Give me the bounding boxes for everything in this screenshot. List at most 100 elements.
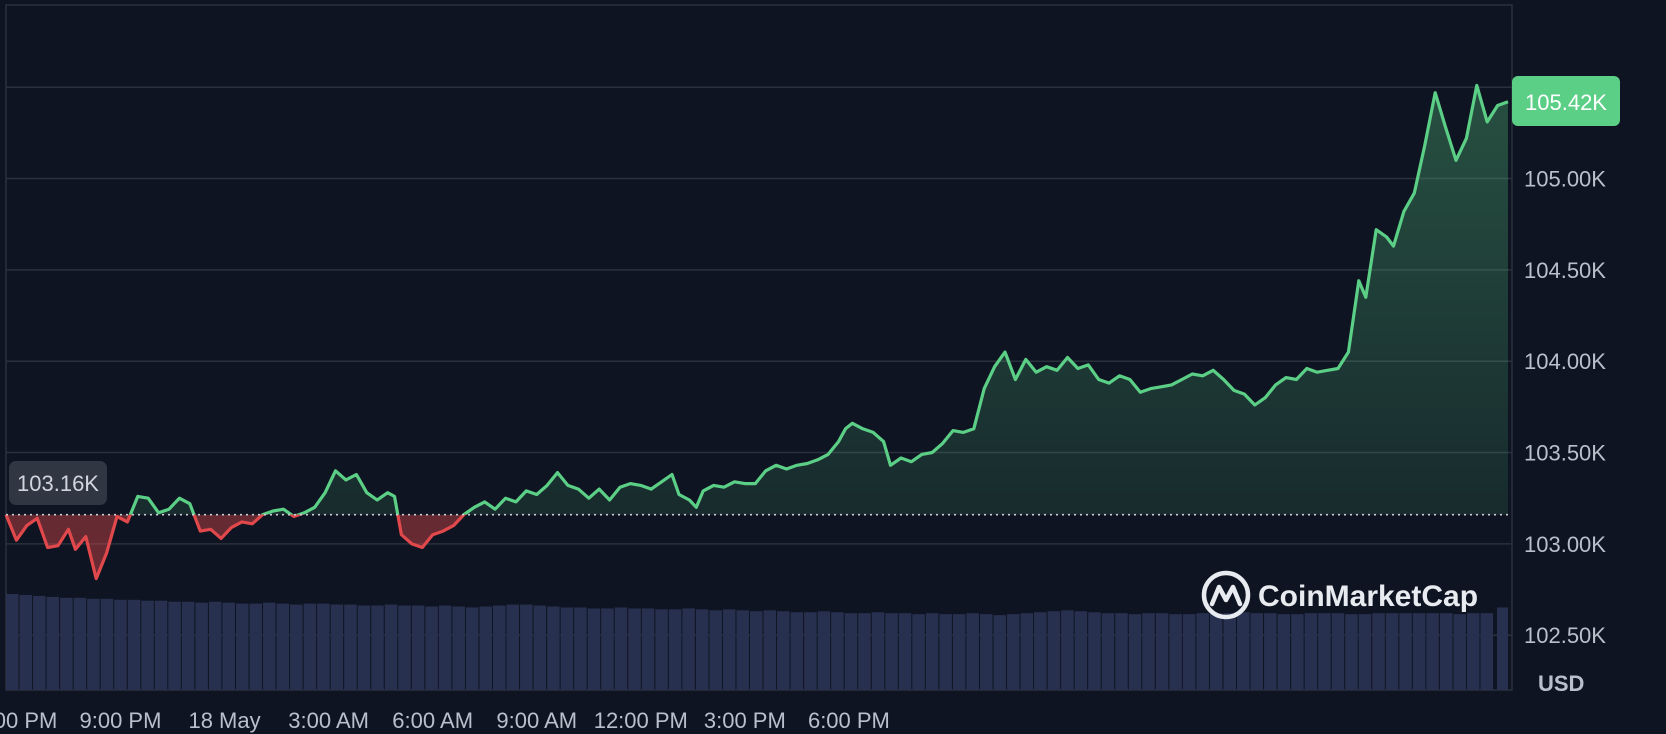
volume-bar (1385, 613, 1399, 690)
volume-bar (1466, 613, 1480, 690)
volume-bar (1412, 613, 1426, 690)
volume-bar (695, 609, 709, 690)
open-price-label: 103.16K (9, 461, 107, 505)
volume-bar (317, 603, 330, 690)
volume-bar (1439, 613, 1453, 690)
current-price-badge: 105.42K (1512, 76, 1620, 126)
y-tick-label: 102.50K (1524, 623, 1606, 648)
x-tick-label: 18 May (188, 708, 260, 733)
volume-bar (479, 606, 492, 690)
price-line (4, 83, 1509, 581)
volume-bar (1142, 613, 1155, 690)
volume-bar (6, 594, 19, 690)
volume-bar (1277, 614, 1291, 690)
volume-bar (1426, 613, 1439, 690)
volume-bar (222, 602, 235, 690)
price-area (6, 85, 1508, 579)
volume-bar (1250, 613, 1264, 690)
volume-bar (127, 599, 141, 690)
volume-bar (235, 603, 249, 690)
volume-bar (1115, 613, 1128, 690)
x-axis-ticks: 6:00 PM 9:00 PM 18 May 3:00 AM 6:00 AM 9:00 A… (0, 708, 890, 733)
volume-bar (438, 605, 452, 690)
y-tick-label: 103.00K (1524, 532, 1606, 557)
volume-bar (1047, 611, 1061, 690)
volume-bar (871, 612, 885, 690)
volume-bars (6, 594, 1508, 690)
volume-bar (817, 611, 831, 690)
volume-bar (1497, 607, 1508, 690)
volume-bar (1318, 613, 1331, 690)
volume-bar (1155, 613, 1169, 690)
x-tick-label: 6:00 AM (392, 708, 473, 733)
volume-bar (682, 608, 695, 690)
volume-bar (330, 604, 344, 690)
y-tick-label: 104.00K (1524, 349, 1606, 374)
volume-bar (574, 607, 587, 690)
volume-bar (1236, 612, 1250, 690)
volume-bar (520, 604, 533, 690)
volume-bar (979, 614, 993, 690)
volume-bar (398, 605, 411, 690)
volume-bar (290, 604, 303, 690)
volume-bar (750, 611, 763, 690)
volume-bar (452, 606, 465, 690)
volume-bar (533, 605, 547, 690)
volume-bar (1399, 613, 1412, 690)
volume-bar (1291, 614, 1304, 690)
volume-bar (628, 608, 641, 690)
price-area-down (6, 514, 464, 579)
volume-bar (357, 605, 371, 690)
current-price-text: 105.42K (1525, 90, 1607, 115)
x-tick-label: 12:00 PM (594, 708, 688, 733)
volume-bar (736, 610, 749, 690)
volume-bar (722, 609, 736, 690)
volume-bar (1480, 613, 1493, 690)
coinmarketcap-watermark: CoinMarketCap (1201, 570, 1478, 620)
x-tick-label: 9:00 PM (80, 708, 162, 733)
volume-bar (87, 598, 100, 690)
volume-bar (384, 604, 398, 690)
volume-bar (19, 594, 33, 690)
volume-bar (925, 613, 939, 690)
grid-lines (6, 86, 1512, 636)
coinmarketcap-logo-icon (1201, 570, 1251, 620)
x-tick-label: 9:00 AM (496, 708, 577, 733)
price-line-down (4, 514, 467, 581)
x-tick-label: 6:00 PM (808, 708, 890, 733)
open-price-text: 103.16K (17, 471, 99, 496)
volume-bar (344, 604, 357, 690)
volume-bar (898, 613, 912, 690)
volume-bar (912, 614, 925, 690)
price-line-up (5, 83, 1509, 515)
volume-bar (1020, 613, 1034, 690)
volume-bar (1074, 611, 1088, 690)
volume-bar (1345, 614, 1358, 690)
volume-bar (1264, 613, 1277, 690)
volume-bar (668, 609, 682, 690)
volume-bar (1169, 614, 1182, 690)
volume-bar (709, 610, 722, 690)
volume-bar (33, 595, 46, 690)
volume-bar (1007, 614, 1020, 690)
volume-bar (492, 605, 506, 690)
volume-bar (114, 599, 127, 690)
volume-bar (844, 613, 858, 690)
volume-bar (371, 605, 384, 690)
volume-bar (831, 612, 844, 690)
volume-bar (168, 601, 181, 690)
volume-bar (208, 601, 222, 690)
volume-bar (1088, 612, 1101, 690)
volume-bar (952, 614, 966, 690)
volume-bar (1223, 613, 1236, 690)
y-axis-ticks: 102.50K 103.00K 103.50K 104.00K 104.50K 105.0… (1524, 167, 1606, 649)
volume-bar (425, 606, 438, 690)
volume-bar (560, 607, 574, 690)
volume-bar (587, 608, 601, 690)
volume-bar (465, 607, 479, 690)
volume-bar (1209, 613, 1223, 690)
volume-bar (73, 597, 87, 690)
y-tick-label: 103.50K (1524, 441, 1606, 466)
currency-unit: USD (1538, 671, 1584, 696)
x-tick-label: 3:00 AM (288, 708, 369, 733)
